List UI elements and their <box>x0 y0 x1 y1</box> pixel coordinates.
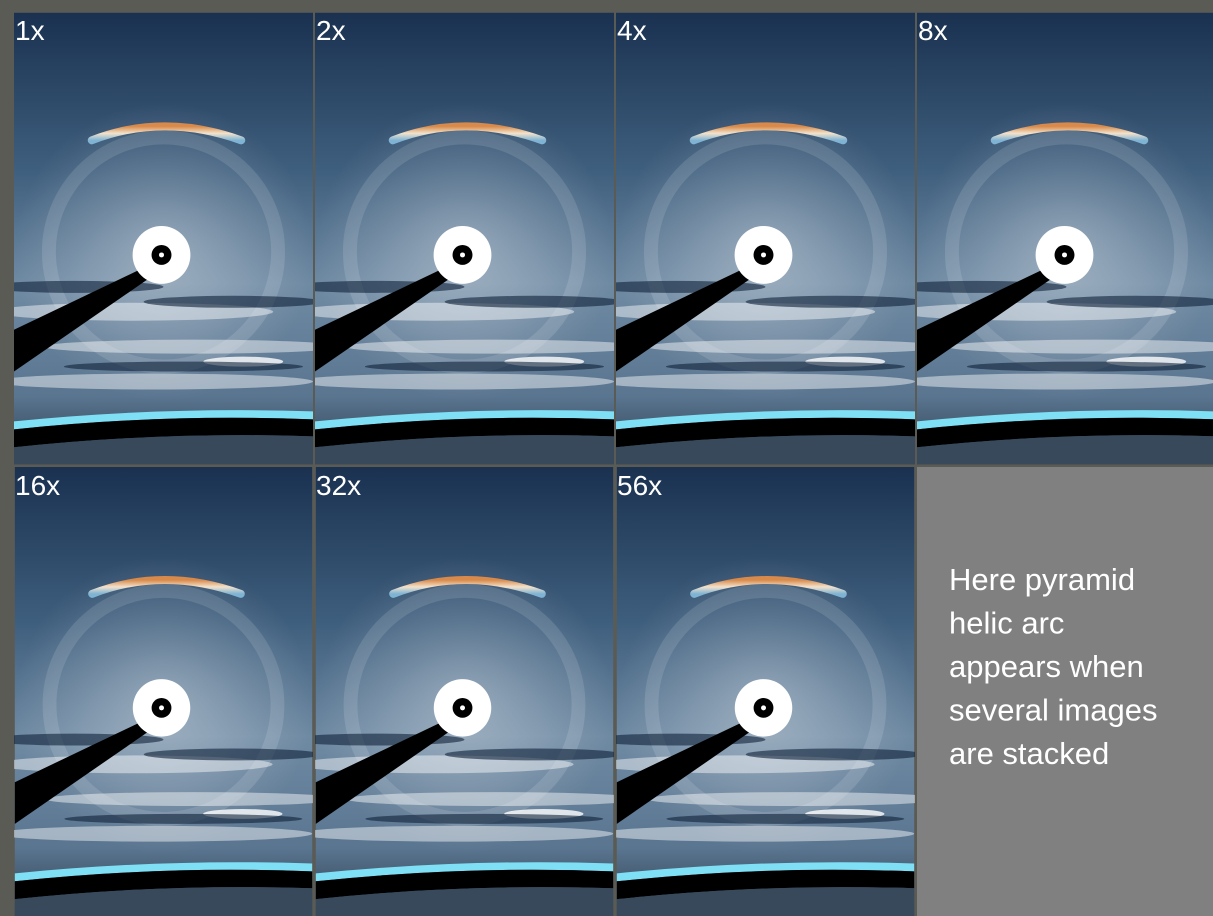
panel-label: 1x <box>15 15 45 46</box>
photo-panel <box>587 467 944 916</box>
photo-panel <box>887 13 1213 464</box>
panel-label: 32x <box>316 470 361 501</box>
panel-label: 4x <box>617 15 647 46</box>
panel-label: 16x <box>15 470 60 501</box>
caption-line: appears when <box>949 649 1144 684</box>
caption-line: helic arc <box>949 606 1064 641</box>
panel-label: 56x <box>617 470 662 501</box>
panel-label: 8x <box>918 15 948 46</box>
panel-label: 2x <box>316 15 346 46</box>
caption-line: several images <box>949 693 1157 728</box>
photo-panel <box>285 13 644 464</box>
photo-panel <box>0 467 342 916</box>
caption-box <box>917 467 1213 916</box>
composite-image: 1x 2x 4x 8x 16x 32x 56x Here pyramid helic arc ap… <box>0 0 1213 916</box>
photo-panel <box>586 13 945 464</box>
photo-panel <box>0 13 343 464</box>
caption-line: Here pyramid <box>949 562 1135 597</box>
photo-panel <box>286 467 643 916</box>
caption-line: are stacked <box>949 736 1109 771</box>
